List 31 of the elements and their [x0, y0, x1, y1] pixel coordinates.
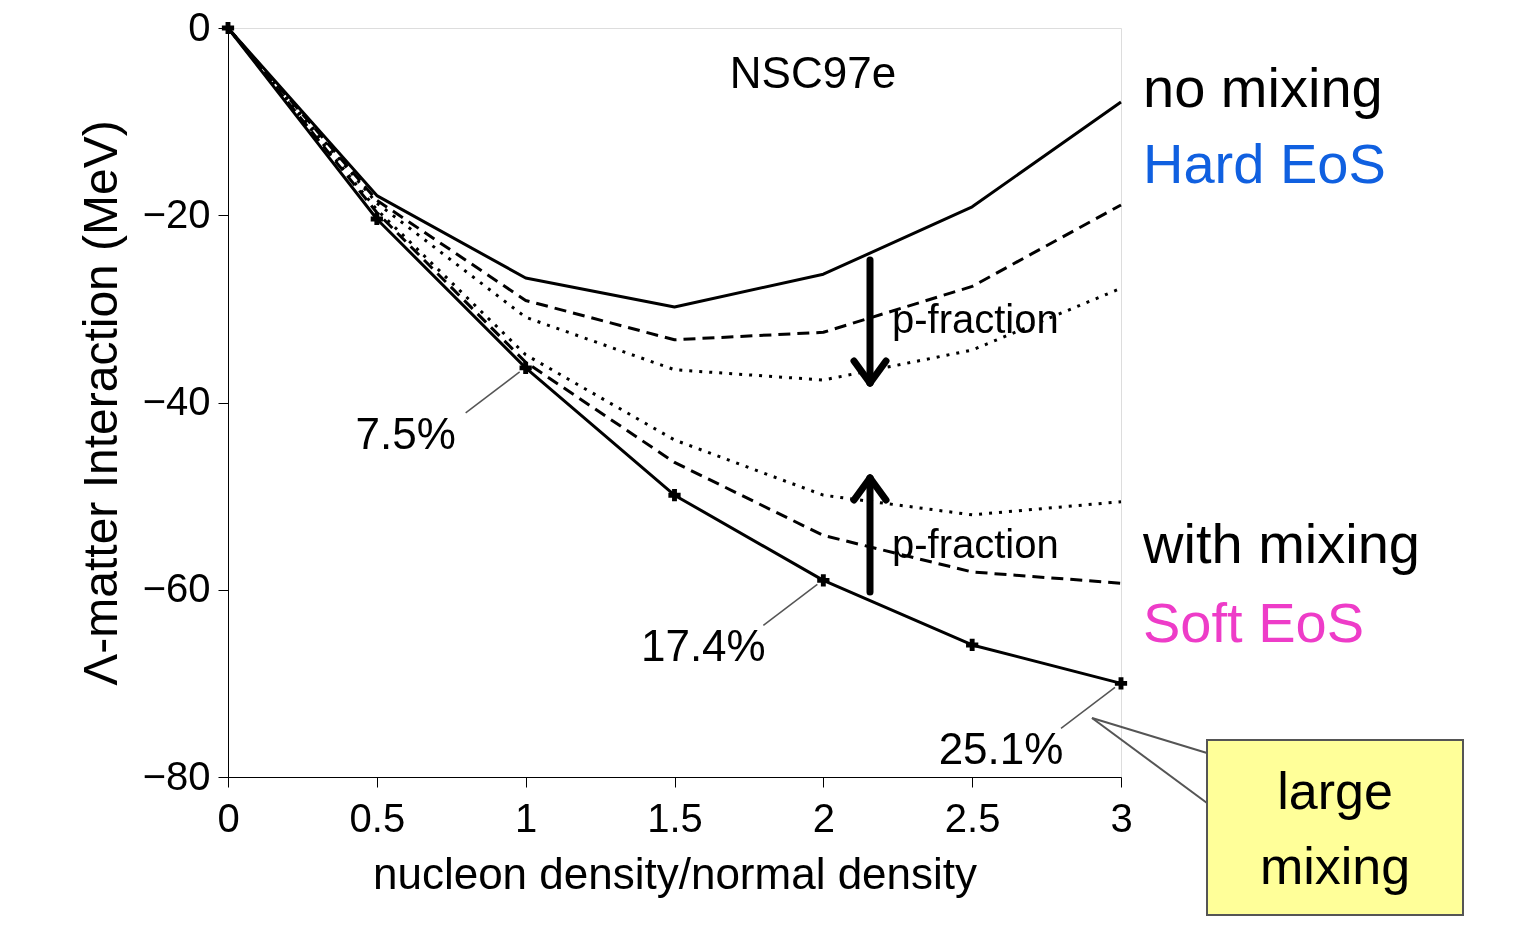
point — [519, 361, 532, 374]
annotation: p-fraction — [892, 297, 1059, 341]
text: no mixing — [1143, 56, 1383, 119]
y-tick-label: −20 — [142, 191, 211, 236]
x-tick-label: 3 — [1110, 795, 1133, 840]
x-tick-label: 2 — [812, 795, 835, 840]
y-axis-title: Λ-matter Interaction (MeV) — [73, 120, 127, 686]
y-tick-label: −40 — [142, 379, 211, 423]
annotation: 17.4% — [640, 621, 766, 671]
x-tick-label: 1 — [515, 795, 538, 840]
point — [817, 574, 830, 587]
point — [668, 489, 681, 502]
x-tick-label: 0.5 — [349, 795, 406, 840]
annotation: 25.1% — [938, 724, 1064, 774]
x-tick-label: 0 — [217, 795, 240, 840]
y-tick-label: −60 — [142, 566, 211, 611]
annotation: NSC97e — [729, 48, 897, 97]
x-tick-label: 2.5 — [944, 795, 1001, 840]
x-tick-label: 1.5 — [647, 795, 703, 840]
text: large mixing — [1259, 762, 1411, 895]
annotation: 7.5% — [355, 408, 456, 458]
text: Hard EoS — [1143, 132, 1386, 195]
text: with mixing — [1142, 512, 1420, 575]
text: Soft EoS — [1143, 591, 1365, 654]
point — [1114, 677, 1128, 690]
point — [966, 638, 979, 652]
x-axis-title: nucleon density/normal density — [372, 848, 978, 898]
annotation: p-fraction — [892, 522, 1059, 566]
y-tick-label: −80 — [142, 753, 211, 798]
point — [370, 212, 383, 226]
y-tick-label: 0 — [188, 4, 211, 49]
